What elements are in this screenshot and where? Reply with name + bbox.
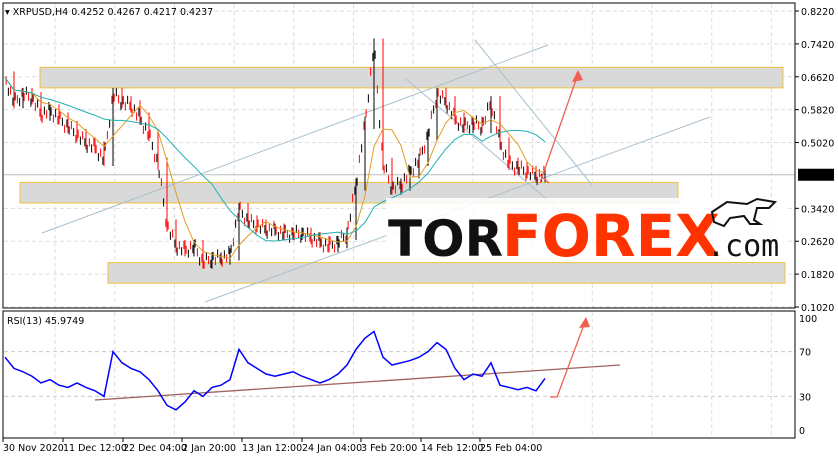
- main-chart-frame: [2, 2, 796, 309]
- x-tick-label: 25 Feb 04:00: [480, 443, 542, 454]
- logo-text-tor: TOR: [388, 210, 503, 268]
- rsi-trend-line: [94, 364, 621, 401]
- torforex-logo: TOR FOREX .com: [386, 197, 788, 270]
- current-price-label: 0.4237: [800, 171, 833, 182]
- x-tick-label: 13 Jan 12:00: [242, 443, 302, 454]
- y-tick-label: 0.8220: [801, 7, 834, 18]
- x-tick-label: 14 Feb 12:00: [421, 443, 483, 454]
- descending-line-2: [474, 39, 593, 186]
- x-tick-label: 22 Dec 04:00: [123, 443, 187, 454]
- price-zone: [19, 181, 679, 204]
- x-tick-label: 3 Feb 20:00: [361, 443, 417, 454]
- logo-text-forex: FOREX: [502, 202, 720, 270]
- chart-title: ▾ XRPUSD,H4 0.4252 0.4267 0.4217 0.4237: [5, 7, 213, 18]
- support-resistance-zones: [19, 66, 786, 284]
- rsi-panel-frame: [2, 310, 796, 439]
- moving-average-fast: [4, 77, 546, 260]
- x-tick-label: 11 Dec 12:00: [63, 443, 127, 454]
- current-price-tag: [798, 168, 834, 181]
- forecast-arrow: [539, 70, 583, 184]
- x-tick-label: 30 Nov 2020: [3, 443, 64, 454]
- rsi-tick-label: 0: [799, 426, 805, 437]
- collapse-icon: ▾: [5, 7, 13, 18]
- x-tick-label: 24 Jan 04:00: [302, 443, 362, 454]
- rsi-tick-label: 70: [799, 348, 811, 359]
- rsi-panel: [4, 317, 621, 411]
- ohlc-values: 0.4252 0.4267 0.4217 0.4237: [71, 7, 213, 18]
- y-tick-label: 0.5820: [801, 106, 834, 117]
- y-tick-label: 0.6620: [801, 73, 834, 84]
- y-tick-label: 0.2620: [801, 237, 834, 248]
- x-tick-label: 2 Jan 20:00: [182, 443, 236, 454]
- y-tick-label: 0.3420: [801, 204, 834, 215]
- price-zone: [107, 262, 786, 284]
- rsi-forecast-arrow: [550, 321, 586, 398]
- moving-average-slow: [4, 77, 546, 242]
- symbol-label: XRPUSD,H4: [13, 7, 68, 18]
- y-tick-label: 0.1020: [801, 303, 834, 314]
- rsi-tick-label: 100: [799, 314, 817, 325]
- y-tick-label: 0.5020: [801, 139, 834, 150]
- channel-upper-line: [41, 44, 549, 234]
- rsi-line: [4, 330, 546, 411]
- y-tick-label: 0.7420: [801, 40, 834, 51]
- price-series: [4, 38, 546, 269]
- logo-text-com: .com: [707, 229, 779, 264]
- bull-icon: [710, 197, 778, 228]
- price-zone: [39, 66, 784, 89]
- y-tick-label: 0.1820: [801, 270, 834, 281]
- rsi-label: RSI(13) 45.9749: [7, 316, 84, 327]
- rsi-tick-label: 30: [799, 392, 811, 403]
